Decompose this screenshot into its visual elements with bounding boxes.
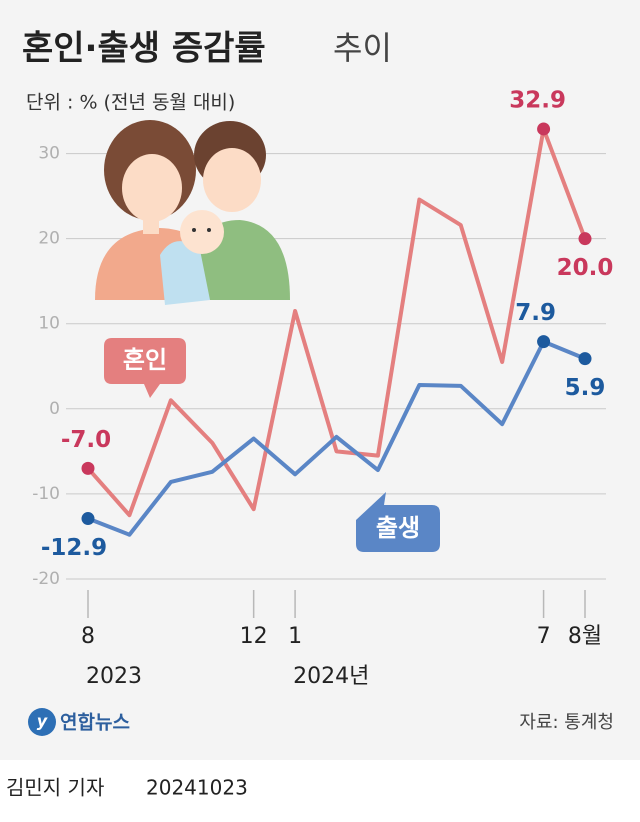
year-label: 2024년	[293, 664, 369, 689]
y-tick-label: -10	[32, 484, 60, 504]
series-line	[86, 126, 587, 518]
data-label: 5.9	[565, 375, 606, 401]
x-tick-label: 12	[240, 624, 268, 649]
unit-label: 단위 : % (전년 동월 대비)	[26, 92, 235, 114]
legend-label: 혼인	[123, 346, 167, 374]
footer-background	[0, 760, 640, 818]
logo-text: 연합뉴스	[60, 712, 130, 734]
date: 20241023	[146, 776, 248, 800]
chart-title: 혼인·출생 증감률	[22, 29, 266, 69]
y-tick-label: 20	[38, 229, 60, 249]
data-label: 20.0	[557, 255, 614, 281]
legend-box	[356, 492, 440, 552]
svg-text:y: y	[37, 712, 48, 731]
data-point	[81, 512, 95, 526]
legend-label: 출생	[376, 514, 420, 542]
x-tick-label: 7	[537, 624, 551, 649]
legend: 혼인 출생	[104, 338, 440, 552]
data-label: 7.9	[515, 300, 556, 326]
illustration	[95, 120, 290, 305]
data-point	[578, 352, 592, 366]
year-label: 2023	[86, 664, 142, 689]
data-point	[81, 461, 95, 475]
data-label: -7.0	[61, 427, 111, 453]
plot: -20 -10 0 10 20 30 8 12 1 7 8월 2023 2024년 -7.0 32.9 20.…	[32, 85, 615, 689]
y-tick-label: 10	[38, 314, 60, 334]
x-tick-label: 8월	[568, 624, 602, 649]
source: 자료: 통계청	[519, 712, 614, 733]
byline: 김민지 기자	[6, 776, 104, 800]
x-tick-label: 1	[288, 624, 302, 649]
data-point	[578, 232, 592, 246]
series-line	[87, 339, 586, 537]
y-tick-label: 0	[49, 399, 60, 419]
legend-box	[104, 338, 186, 398]
data-point	[537, 122, 551, 136]
y-tick-label: -20	[32, 569, 60, 589]
data-label: -12.9	[41, 535, 107, 561]
data-point	[537, 335, 551, 349]
chart-title-suffix: 추이	[333, 29, 392, 67]
x-tick-label: 8	[81, 624, 95, 649]
data-label: 32.9	[509, 87, 566, 113]
y-tick-label: 30	[38, 144, 60, 164]
logo: y 연합뉴스	[28, 708, 130, 736]
